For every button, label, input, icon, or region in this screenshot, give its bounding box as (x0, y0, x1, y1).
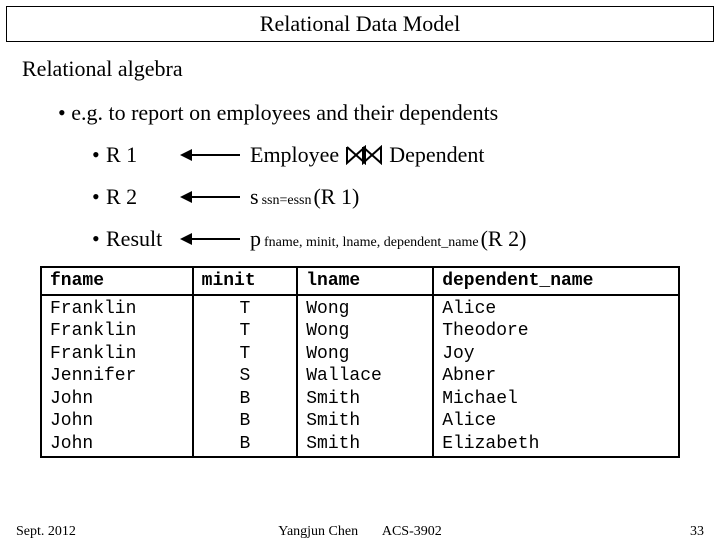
row-result: • Result p fname, minit, lname, dependen… (92, 224, 698, 254)
footer-pagenum: 33 (690, 524, 704, 540)
r1-right: Dependent (389, 142, 484, 168)
col-minit: minit (193, 267, 298, 295)
natural-join-icon (345, 145, 383, 165)
slide-title-bar: Relational Data Model (6, 6, 714, 42)
footer-author: Yangjun Chen (278, 524, 358, 539)
intro-line: • e.g. to report on employees and their … (58, 100, 698, 126)
r2-expression: s ssn=essn (R 1) (250, 184, 359, 210)
left-arrow-icon (178, 146, 244, 164)
r2-label: R 2 (106, 184, 178, 210)
table-header-row: fname minit lname dependent_name (41, 267, 679, 295)
slide-title: Relational Data Model (260, 11, 460, 36)
r1-expression: Employee Dependent (250, 142, 485, 168)
result-table: fname minit lname dependent_name Frankli… (40, 266, 680, 458)
r1-left: Employee (250, 142, 339, 168)
result-label: Result (106, 226, 178, 252)
footer-date: Sept. 2012 (16, 524, 76, 540)
r2-arg: (R 1) (313, 184, 359, 210)
r2-subscript: ssn=essn (262, 193, 312, 209)
table-body: FranklinFranklinFranklinJenniferJohnJohn… (41, 295, 679, 458)
col-lname: lname (297, 267, 433, 295)
row-r1: • R 1 Employee Dependent (92, 140, 698, 170)
result-arg: (R 2) (481, 226, 527, 252)
table-cell: TTTSBBB (193, 295, 298, 458)
section-heading: Relational algebra (22, 56, 698, 82)
col-dependent: dependent_name (433, 267, 679, 295)
result-subscript: fname, minit, lname, dependent_name (264, 235, 479, 251)
left-arrow-icon (178, 230, 244, 248)
pi-symbol: p (250, 226, 261, 252)
table-row: FranklinFranklinFranklinJenniferJohnJohn… (41, 295, 679, 458)
sigma-symbol: s (250, 184, 259, 210)
bullet: • (92, 226, 106, 252)
table-cell: WongWongWongWallaceSmithSmithSmith (297, 295, 433, 458)
table-cell: AliceTheodoreJoyAbnerMichaelAliceElizabe… (433, 295, 679, 458)
footer-course: ACS-3902 (382, 524, 442, 539)
table-cell: FranklinFranklinFranklinJenniferJohnJohn… (41, 295, 193, 458)
col-fname: fname (41, 267, 193, 295)
row-r2: • R 2 s ssn=essn (R 1) (92, 182, 698, 212)
bullet: • (92, 184, 106, 210)
r1-label: R 1 (106, 142, 178, 168)
footer-center: Yangjun Chen ACS-3902 (278, 524, 442, 540)
slide-footer: Sept. 2012 Yangjun Chen ACS-3902 33 (0, 524, 720, 540)
bullet: • (92, 142, 106, 168)
result-expression: p fname, minit, lname, dependent_name (R… (250, 226, 526, 252)
result-table-wrap: fname minit lname dependent_name Frankli… (40, 266, 680, 458)
slide-content: Relational algebra • e.g. to report on e… (0, 42, 720, 458)
left-arrow-icon (178, 188, 244, 206)
